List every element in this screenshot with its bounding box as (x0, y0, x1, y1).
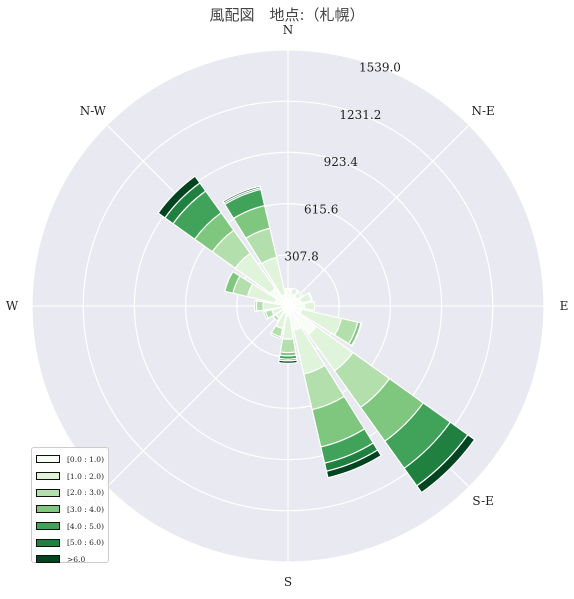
direction-label-n: N (283, 23, 294, 37)
legend-label: >6.0 (67, 554, 86, 564)
bars-group (157, 175, 476, 494)
legend-swatch (36, 505, 60, 514)
bar-wsw-bin-3 (262, 310, 270, 321)
legend-label: [3.0 : 4.0) (67, 504, 105, 514)
grid-spoke (287, 124, 470, 307)
radial-tick-label: 615.6 (304, 202, 338, 216)
legend-label: [5.0 : 6.0) (67, 538, 105, 548)
direction-label-se: S-E (472, 494, 493, 508)
bar-w-bin-2 (255, 300, 265, 312)
radial-tick-label: 307.8 (284, 250, 318, 264)
legend-swatch (36, 488, 60, 497)
bar-e-bin-1 (303, 300, 316, 312)
grid-spoke (106, 305, 289, 488)
bar-sw-bin-2 (272, 313, 281, 322)
bar-se-bin-6 (415, 433, 476, 494)
legend-label: [4.0 : 5.0) (67, 521, 105, 531)
direction-label-e: E (560, 299, 569, 313)
bar-nw-bin-6 (157, 175, 201, 219)
bar-n-bin-1 (284, 287, 292, 291)
bar-ne-bin-2 (296, 290, 304, 298)
radial-ticks: 307.8 615.6 923.4 1231.2 1539.0 (284, 60, 401, 263)
radial-tick-label: 1539.0 (359, 60, 401, 74)
direction-label-w: W (6, 299, 19, 313)
legend-swatch (36, 555, 60, 564)
bar-sse-bin-6 (325, 449, 383, 479)
legend-swatch (36, 522, 60, 531)
legend-swatch (36, 472, 60, 481)
legend-swatch (36, 455, 60, 464)
bar-nnw-bin-6 (222, 185, 262, 204)
bar-wnw-bin-3 (224, 270, 241, 294)
legend-label: [1.0 : 2.0) (67, 471, 105, 481)
legend-entry: [5.0 : 6.0) (36, 534, 104, 551)
radial-tick-label: 1231.2 (339, 108, 381, 122)
bar-ese-bin-4 (350, 322, 363, 347)
legend-entry: [0.0 : 1.0) (36, 451, 104, 468)
direction-label-ne: N-E (471, 104, 494, 118)
legend-swatch (36, 538, 60, 547)
legend-label: [2.0 : 3.0) (67, 488, 105, 498)
direction-label-s: S (284, 575, 292, 589)
legend: [0.0 : 1.0) [1.0 : 2.0) [2.0 : 3.0) [3.0 : … (31, 447, 109, 564)
legend-label: [0.0 : 1.0) (67, 454, 105, 464)
radial-tick-label: 923.4 (324, 155, 359, 169)
chart-title: 風配図 地点:（札幌） (209, 6, 365, 24)
bar-s-bin-6 (277, 359, 299, 364)
bar-nne-bin-1 (290, 287, 299, 297)
legend-entry: [2.0 : 3.0) (36, 484, 104, 501)
legend-entry: [3.0 : 4.0) (36, 501, 104, 518)
direction-label-nw: N-W (80, 104, 107, 118)
legend-entry: [4.0 : 5.0) (36, 518, 104, 535)
bar-ssw-bin-3 (269, 332, 282, 340)
bar-ene-bin-2 (307, 291, 314, 302)
bar-w-bin-3 (254, 299, 258, 313)
bar-s-bin-2 (279, 338, 297, 354)
legend-entry: [1.0 : 2.0) (36, 468, 104, 485)
legend-entry: >6.0 (36, 551, 104, 568)
